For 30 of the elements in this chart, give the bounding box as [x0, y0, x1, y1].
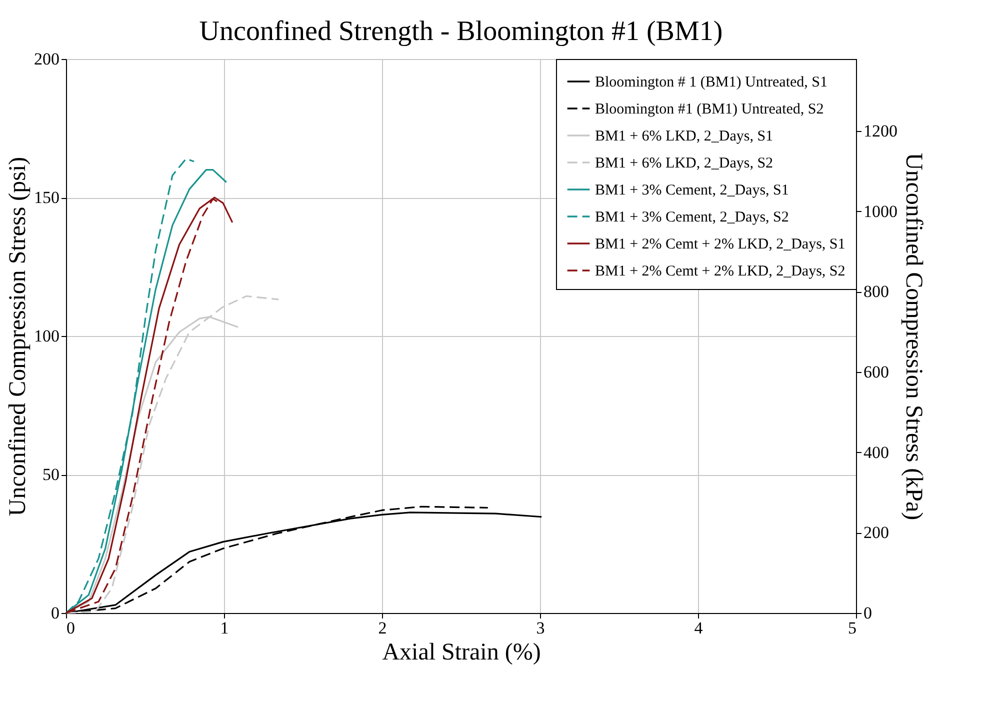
chart-title: Unconfined Strength - Bloomington #1 (BM1)	[199, 16, 723, 47]
y2-tick-label: 200	[864, 523, 889, 542]
y2-tick-label: 400	[864, 442, 889, 462]
y-tick-label: 50	[42, 465, 60, 484]
y-axis-title: Unconfined Compression Stress (psi)	[5, 156, 31, 516]
y-tick-label: 200	[34, 50, 60, 68]
x-tick-label: 5	[848, 618, 856, 638]
x-tick-label: 1	[220, 618, 229, 638]
legend-label: Bloomington #1 (BM1) Untreated, S2	[595, 102, 824, 118]
y-tick-label: 150	[34, 188, 60, 207]
legend-label: BM1 + 3% Cement, 2_Days, S1	[595, 182, 789, 198]
y2-axis-title: Unconfined Compression Stress (kPa)	[900, 152, 926, 520]
x-tick-label: 3	[536, 618, 545, 638]
y2-tick-label: 600	[864, 362, 889, 382]
y2-tick-label: 1200	[864, 121, 898, 140]
x-tick-label: 2	[378, 618, 387, 638]
y-tick-label: 100	[34, 326, 60, 346]
x-tick-label: 0	[66, 618, 75, 638]
legend-label: BM1 + 2% Cemt + 2% LKD, 2_Days, S2	[595, 264, 846, 280]
y-tick-label: 0	[51, 604, 60, 622]
legend-label: BM1 + 2% Cemt + 2% LKD, 2_Days, S1	[595, 236, 846, 252]
y2-tick-label: 0	[864, 604, 872, 622]
legend-label: BM1 + 3% Cement, 2_Days, S2	[595, 210, 789, 226]
x-axis-title: Axial Strain (%)	[382, 640, 541, 666]
legend-label: BM1 + 6% LKD, 2_Days, S2	[595, 156, 774, 172]
legend-label: Bloomington # 1 (BM1) Untreated, S1	[595, 74, 828, 90]
legend-label: BM1 + 6% LKD, 2_Days, S1	[595, 128, 774, 144]
y2-tick-label: 1000	[864, 202, 898, 221]
y2-tick-label: 800	[864, 282, 889, 302]
x-tick-label: 4	[694, 618, 704, 638]
